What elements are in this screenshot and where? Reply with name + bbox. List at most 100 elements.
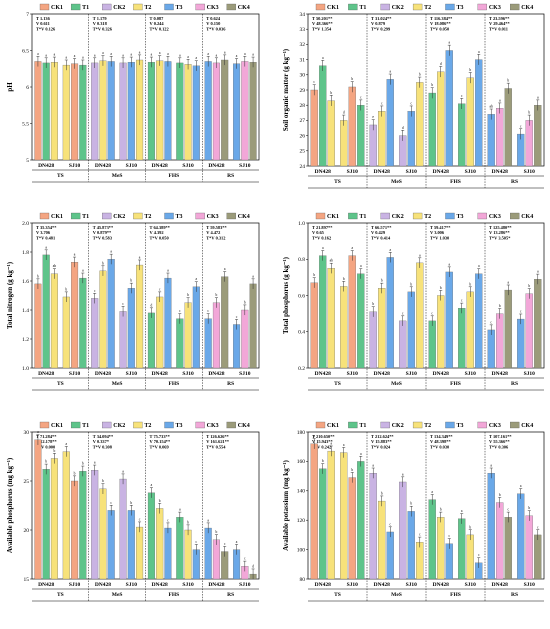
significance-letter: b (54, 449, 56, 453)
significance-letter: a (343, 443, 345, 447)
subgroup-label: SJ10 (126, 582, 138, 588)
significance-letter: c (537, 525, 539, 529)
significance-letter: b (244, 300, 246, 304)
subgroup-label: SJ10 (347, 582, 359, 588)
bar (107, 61, 115, 161)
subgroup-label: SJ10 (465, 169, 477, 175)
legend-swatch-T3 (164, 212, 174, 220)
significance-letter: a (139, 255, 141, 259)
subgroup-label: DN428 (433, 582, 449, 588)
significance-letter: c (196, 540, 198, 544)
significance-letter: c (478, 553, 480, 557)
stat-line: V 0.429 (371, 230, 386, 235)
bar (156, 60, 164, 161)
stat-line: T 35.354** (36, 225, 57, 230)
significance-letter: b (82, 462, 84, 466)
bar (176, 318, 184, 369)
bar (241, 309, 249, 369)
group-label: TS (334, 381, 341, 387)
chart-panel-6: CK1 T1 CK2 T2 T3 CK3 CK4 80 100 120 140 160 180 Avail… (282, 421, 545, 602)
stat-line: V 4.472 (206, 230, 220, 235)
stat-line: T 31.024** (371, 16, 392, 21)
significance-letter: b (528, 284, 530, 288)
subgroup-label: SJ10 (69, 582, 81, 588)
group-label: TS (57, 381, 64, 387)
group-label: FHS (169, 173, 180, 179)
significance-letter: d (151, 303, 153, 307)
significance-letter: c (224, 542, 226, 546)
stat-line: T 1.179 (93, 16, 108, 21)
stat-line: V 29.464** (489, 21, 510, 26)
chart-panel-3: CK1 T1 CK2 T2 T3 CK3 CK4 1.0 1.2 1.4 1.6 1.8 2.0 Tota… (6, 212, 260, 391)
stat-line: T*V 0.050 (150, 235, 170, 240)
subgroup-label: SJ10 (465, 582, 477, 588)
significance-letter: a (351, 246, 353, 250)
bar (50, 273, 58, 369)
stat-line: T*V 3.505* (489, 235, 511, 240)
bar (119, 478, 127, 580)
bar (525, 293, 533, 369)
significance-letter: c (419, 533, 421, 537)
bar (164, 277, 172, 369)
legend: CK1 T1 CK2 T2 T3 CK3 CK4 (315, 212, 533, 220)
bar (437, 71, 445, 167)
bar (249, 62, 257, 161)
bar (99, 60, 107, 161)
legend-label-CK3: CK3 (207, 5, 219, 11)
bar (241, 61, 249, 161)
significance-letter: a (216, 53, 218, 57)
bar (42, 254, 50, 369)
stat-line: T 23.596** (489, 16, 510, 21)
bar (458, 308, 466, 369)
y-tick-label: 6.5 (22, 48, 29, 54)
subgroup-label: SJ10 (182, 163, 194, 169)
subgroup-label: SJ10 (239, 163, 251, 169)
legend-label-CK2: CK2 (392, 5, 404, 11)
significance-letter: b (102, 261, 104, 265)
y-tick-label: 1.6 (22, 279, 29, 285)
legend-label-CK4: CK4 (238, 5, 250, 11)
legend-swatch-CK3 (195, 212, 205, 220)
subgroup-label: DN428 (492, 582, 508, 588)
significance-letter: a (196, 277, 198, 281)
significance-letter: b (499, 304, 501, 308)
subgroup-label: DN428 (152, 371, 168, 377)
legend-swatch-CK1 (39, 3, 50, 11)
y-axis-label: Available phosphorus (mg kg⁻¹) (6, 457, 14, 553)
bar (416, 542, 424, 580)
significance-letter: c (520, 309, 522, 313)
legend-label-CK4: CK4 (238, 214, 250, 220)
subgroup-label: SJ10 (347, 371, 359, 377)
significance-letter: b (469, 525, 471, 529)
significance-letter: a (507, 280, 509, 284)
chart-panel-4: CK1 T1 CK2 T2 T3 CK3 CK4 0.2 0.4 0.6 0.8 1.0 Total p… (282, 212, 545, 391)
stat-line: V 0.65 (312, 230, 325, 235)
significance-letter: c (461, 94, 463, 98)
bar (458, 518, 466, 580)
bar (204, 318, 212, 369)
bar (534, 534, 542, 580)
bar (386, 531, 394, 580)
significance-letter: b (381, 279, 383, 283)
group-label: RS (227, 592, 234, 598)
stat-line: V 3.006 (430, 230, 445, 235)
significance-letter: b (469, 282, 471, 286)
bar (91, 298, 99, 369)
significance-letter: a (66, 55, 68, 59)
significance-letter: a (196, 56, 198, 60)
legend-label-T1: T1 (359, 423, 366, 429)
subgroup-label: DN428 (38, 582, 54, 588)
legend-label-T1: T1 (82, 423, 89, 429)
stat-line: V 15.943** (312, 439, 333, 444)
stat-line: T 212.624** (371, 434, 394, 439)
significance-letter: c (110, 501, 112, 505)
significance-letter: c (313, 80, 315, 84)
group-label: FHS (450, 592, 461, 598)
significance-letter: a (419, 253, 421, 257)
legend-swatch-CK1 (315, 3, 326, 11)
y-tick-label: 1.8 (22, 250, 29, 256)
bar (164, 527, 172, 580)
stat-line: T*V 0.030 (430, 444, 450, 449)
significance-letter: b (130, 501, 132, 505)
